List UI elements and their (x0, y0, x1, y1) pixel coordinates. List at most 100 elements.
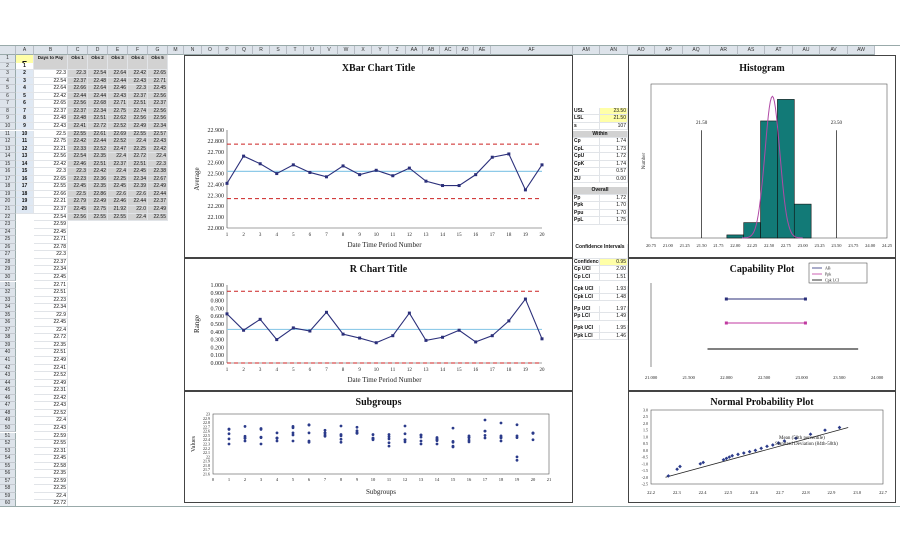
within-value[interactable]: 1.74 (600, 160, 628, 169)
days-to-pay-cell[interactable]: 22.45 (34, 455, 68, 463)
days-to-pay-cell[interactable]: 22.72 (34, 500, 68, 506)
row-header[interactable]: 9 (0, 115, 16, 123)
days-to-pay-cell[interactable]: 22.37 (34, 107, 68, 116)
days-to-pay-cell[interactable]: 22.48 (34, 115, 68, 123)
subgroup-number-cell[interactable]: 4 (16, 85, 34, 93)
row-header[interactable]: 38 (0, 334, 16, 342)
within-value[interactable]: 1.73 (600, 145, 628, 154)
confidence-value[interactable]: 1.46 (600, 332, 628, 341)
observation-cell[interactable]: 22.64 (88, 85, 108, 93)
days-to-pay-cell[interactable]: 22.9 (34, 311, 68, 320)
column-header[interactable]: AP (655, 46, 683, 55)
days-to-pay-cell[interactable]: 22.72 (34, 334, 68, 342)
days-to-pay-cell[interactable]: 22.71 (34, 236, 68, 244)
column-header[interactable]: X (355, 46, 372, 55)
column-label-cell[interactable]: Obs 2 (88, 55, 108, 71)
row-header[interactable]: 46 (0, 394, 16, 403)
column-header[interactable]: AE (474, 46, 491, 55)
observation-cell[interactable]: 22.42 (88, 168, 108, 176)
subgroup-number-cell[interactable]: 19 (16, 198, 34, 206)
row-header[interactable]: 60 (0, 500, 16, 506)
observation-cell[interactable]: 22.4 (108, 168, 128, 176)
days-to-pay-cell[interactable]: 22.59 (34, 477, 68, 486)
row-header[interactable]: 34 (0, 304, 16, 312)
days-to-pay-cell[interactable]: 22.75 (34, 138, 68, 146)
row-header[interactable]: 26 (0, 243, 16, 252)
observation-cell[interactable]: 22.46 (108, 198, 128, 206)
column-label-cell[interactable]: Obs 4 (128, 55, 148, 71)
column-header[interactable]: AO (628, 46, 655, 55)
days-to-pay-cell[interactable]: 22.51 (34, 289, 68, 297)
observation-cell[interactable]: 22.71 (148, 77, 168, 86)
column-header[interactable]: S (270, 46, 287, 55)
observation-cell[interactable]: 22.45 (68, 183, 88, 191)
observation-cell[interactable]: 22.46 (108, 85, 128, 93)
row-header[interactable]: 23 (0, 221, 16, 229)
within-value[interactable]: 1.72 (600, 153, 628, 161)
days-to-pay-cell[interactable]: 22.65 (34, 100, 68, 108)
days-to-pay-cell[interactable]: 22.37 (34, 206, 68, 214)
column-header[interactable]: Z (389, 46, 406, 55)
observation-cell[interactable]: 22.55 (108, 213, 128, 222)
days-to-pay-cell[interactable]: 22.45 (34, 228, 68, 237)
row-header[interactable]: 16 (0, 168, 16, 176)
observation-cell[interactable]: 22.42 (68, 138, 88, 146)
stat-value[interactable]: 21.50 (600, 115, 628, 123)
observation-cell[interactable]: 22.3 (68, 168, 88, 176)
observation-cell[interactable]: 22.69 (108, 130, 128, 139)
days-to-pay-cell[interactable]: 22.78 (34, 243, 68, 252)
observation-cell[interactable]: 22.36 (88, 175, 108, 184)
row-header[interactable]: 33 (0, 296, 16, 305)
row-header[interactable]: 30 (0, 273, 16, 282)
observation-cell[interactable]: 22.37 (108, 160, 128, 169)
column-header[interactable]: AV (820, 46, 848, 55)
days-to-pay-cell[interactable]: 22.25 (34, 485, 68, 493)
observation-cell[interactable]: 22.68 (88, 100, 108, 108)
observation-cell[interactable]: 22.6 (128, 190, 148, 199)
days-to-pay-cell[interactable]: 22.58 (34, 462, 68, 471)
observation-cell[interactable]: 22.35 (88, 153, 108, 161)
observation-cell[interactable]: 22.42 (128, 70, 148, 78)
observation-cell[interactable]: 22.37 (128, 92, 148, 101)
days-to-pay-cell[interactable]: 22.21 (34, 198, 68, 206)
observation-cell[interactable]: 22.45 (68, 206, 88, 214)
row-header[interactable]: 45 (0, 387, 16, 395)
column-label-cell[interactable]: Days to Pay (34, 55, 68, 71)
days-to-pay-cell[interactable]: 22.35 (34, 341, 68, 350)
row-header[interactable]: 49 (0, 417, 16, 425)
observation-cell[interactable]: 22.44 (68, 92, 88, 101)
subgroup-number-cell[interactable]: 9 (16, 122, 34, 131)
row-header[interactable]: 57 (0, 477, 16, 486)
days-to-pay-cell[interactable]: 22.43 (34, 402, 68, 410)
observation-cell[interactable]: 22.37 (68, 107, 88, 116)
confidence-value[interactable]: 1.48 (600, 293, 628, 302)
row-header[interactable]: 35 (0, 311, 16, 320)
observation-cell[interactable]: 22.4 (128, 138, 148, 146)
observation-cell[interactable]: 22.56 (128, 115, 148, 123)
confidence-value[interactable]: 2.00 (600, 266, 628, 274)
row-header[interactable]: 29 (0, 266, 16, 274)
observation-cell[interactable]: 22.48 (68, 115, 88, 123)
column-header[interactable]: N (184, 46, 202, 55)
row-header[interactable]: 58 (0, 485, 16, 493)
column-header[interactable]: AT (765, 46, 793, 55)
days-to-pay-cell[interactable]: 22.54 (34, 213, 68, 222)
observation-cell[interactable]: 22.47 (108, 145, 128, 154)
days-to-pay-cell[interactable]: 22.55 (34, 440, 68, 448)
within-value[interactable]: 0.00 (600, 175, 628, 184)
observation-cell[interactable]: 22.67 (148, 175, 168, 184)
observation-cell[interactable]: 22.3 (68, 70, 88, 78)
column-label-cell[interactable]: Obs 3 (108, 55, 128, 71)
confidence-value[interactable]: 1.49 (600, 313, 628, 321)
row-header[interactable]: 50 (0, 424, 16, 433)
observation-cell[interactable]: 22.44 (88, 92, 108, 101)
days-to-pay-cell[interactable]: 22.42 (34, 394, 68, 403)
observation-cell[interactable]: 22.35 (88, 183, 108, 191)
days-to-pay-cell[interactable]: 22.52 (34, 409, 68, 418)
column-header[interactable]: U (304, 46, 321, 55)
row-header[interactable]: 11 (0, 130, 16, 139)
observation-cell[interactable]: 22.43 (128, 77, 148, 86)
row-header[interactable]: 19 (0, 190, 16, 199)
confidence-value[interactable]: 1.51 (600, 273, 628, 282)
column-header[interactable]: AS (738, 46, 765, 55)
